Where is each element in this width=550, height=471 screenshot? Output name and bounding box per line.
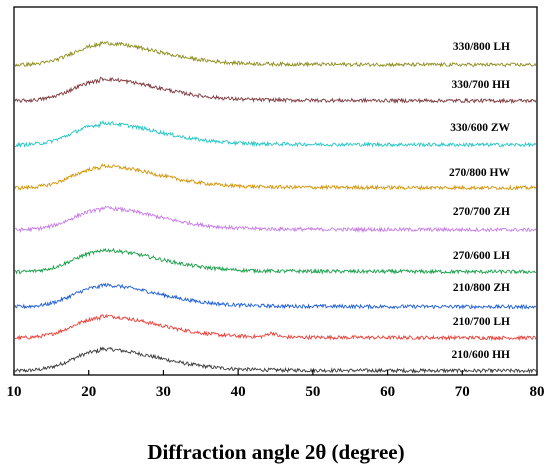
series-layer xyxy=(14,40,537,375)
series-line xyxy=(14,119,537,148)
x-tick-label: 50 xyxy=(305,384,320,400)
series-label: 210/600 HH xyxy=(452,349,511,361)
x-axis-title: Diffraction angle 2θ (degree) xyxy=(147,440,404,464)
series-label: 210/800 ZH xyxy=(453,282,510,294)
x-tick-label: 60 xyxy=(380,384,395,400)
series-label: 270/700 ZH xyxy=(453,206,510,218)
x-tick-label: 10 xyxy=(7,384,22,400)
series-label: 330/800 LH xyxy=(453,41,510,53)
series-label: 330/600 ZW xyxy=(450,122,510,134)
plot-frame xyxy=(13,6,538,376)
series-line xyxy=(14,205,537,234)
series-label: 330/700 HH xyxy=(452,79,511,91)
x-tick-label: 30 xyxy=(156,384,171,400)
series-line xyxy=(14,76,537,105)
x-tick-label: 40 xyxy=(231,384,246,400)
series-line xyxy=(14,282,537,311)
series-line xyxy=(14,247,536,276)
x-tick-label: 80 xyxy=(530,384,545,400)
series-line xyxy=(14,40,537,68)
series-labels: 210/600 HH 210/700 LH 210/800 ZH 270/600 LH… xyxy=(449,41,511,361)
series-line xyxy=(14,163,537,192)
x-axis: 10 20 30 40 50 60 70 80 xyxy=(7,370,545,400)
series-line xyxy=(14,346,537,375)
series-label: 210/700 LH xyxy=(453,316,510,328)
x-tick-label: 70 xyxy=(455,384,470,400)
x-tick-label: 20 xyxy=(81,384,96,400)
series-line xyxy=(14,313,537,342)
series-label: 270/600 LH xyxy=(453,250,510,262)
series-label: 270/800 HW xyxy=(449,167,511,179)
